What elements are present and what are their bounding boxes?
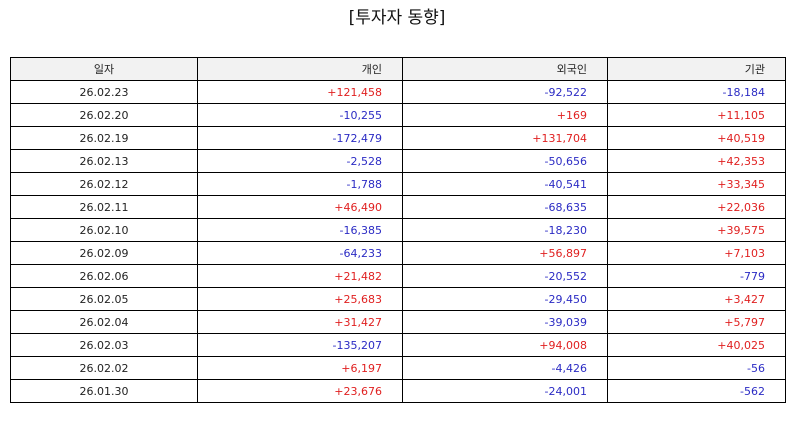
cell-date: 26.01.30 — [10, 379, 198, 403]
cell-foreign: +56,897 — [402, 241, 608, 265]
cell-foreign: +169 — [402, 103, 608, 127]
page-title: [투자자 동향] — [348, 8, 446, 28]
cell-institution: +5,797 — [607, 310, 786, 334]
cell-individual: +23,676 — [197, 379, 403, 403]
cell-institution: +22,036 — [607, 195, 786, 219]
cell-individual: +121,458 — [197, 80, 403, 104]
cell-date: 26.02.12 — [10, 172, 198, 196]
table-row: 26.02.09 -64,233 +56,897 +7,103 — [10, 241, 786, 265]
cell-individual: +21,482 — [197, 264, 403, 288]
cell-date: 26.02.04 — [10, 310, 198, 334]
cell-foreign: -4,426 — [402, 356, 608, 380]
cell-foreign: -39,039 — [402, 310, 608, 334]
table-row: 26.02.02 +6,197 -4,426 -56 — [10, 356, 786, 380]
cell-individual: -16,385 — [197, 218, 403, 242]
cell-institution: +3,427 — [607, 287, 786, 311]
cell-institution: -56 — [607, 356, 786, 380]
cell-individual: -1,788 — [197, 172, 403, 196]
column-header-foreign: 외국인 — [402, 57, 608, 81]
cell-individual: -135,207 — [197, 333, 403, 357]
table-header-row: 일자 개인 외국인 기관 — [10, 57, 786, 81]
column-header-date: 일자 — [10, 57, 198, 81]
cell-institution: +33,345 — [607, 172, 786, 196]
table-row: 26.02.05 +25,683 -29,450 +3,427 — [10, 287, 786, 311]
cell-foreign: -40,541 — [402, 172, 608, 196]
investor-trend-table: 일자 개인 외국인 기관 26.02.23 +121,458 -92,522 -18,… — [10, 57, 786, 403]
table-row: 26.01.30 +23,676 -24,001 -562 — [10, 379, 786, 403]
cell-institution: +39,575 — [607, 218, 786, 242]
cell-date: 26.02.10 — [10, 218, 198, 242]
column-header-individual: 개인 — [197, 57, 403, 81]
cell-date: 26.02.02 — [10, 356, 198, 380]
table-row: 26.02.11 +46,490 -68,635 +22,036 — [10, 195, 786, 219]
cell-individual: -2,528 — [197, 149, 403, 173]
cell-date: 26.02.03 — [10, 333, 198, 357]
cell-date: 26.02.11 — [10, 195, 198, 219]
table-row: 26.02.23 +121,458 -92,522 -18,184 — [10, 80, 786, 104]
table-row: 26.02.12 -1,788 -40,541 +33,345 — [10, 172, 786, 196]
cell-individual: -64,233 — [197, 241, 403, 265]
cell-foreign: -29,450 — [402, 287, 608, 311]
cell-date: 26.02.20 — [10, 103, 198, 127]
cell-date: 26.02.06 — [10, 264, 198, 288]
cell-institution: +42,353 — [607, 149, 786, 173]
cell-date: 26.02.13 — [10, 149, 198, 173]
cell-individual: +25,683 — [197, 287, 403, 311]
table-row: 26.02.20 -10,255 +169 +11,105 — [10, 103, 786, 127]
cell-institution: +40,519 — [607, 126, 786, 150]
cell-date: 26.02.19 — [10, 126, 198, 150]
cell-individual: -172,479 — [197, 126, 403, 150]
cell-institution: +7,103 — [607, 241, 786, 265]
cell-institution: -18,184 — [607, 80, 786, 104]
cell-individual: +31,427 — [197, 310, 403, 334]
cell-individual: +6,197 — [197, 356, 403, 380]
table-row: 26.02.03 -135,207 +94,008 +40,025 — [10, 333, 786, 357]
cell-foreign: -20,552 — [402, 264, 608, 288]
cell-institution: -779 — [607, 264, 786, 288]
cell-institution: -562 — [607, 379, 786, 403]
cell-foreign: -50,656 — [402, 149, 608, 173]
cell-foreign: +131,704 — [402, 126, 608, 150]
cell-date: 26.02.05 — [10, 287, 198, 311]
cell-individual: +46,490 — [197, 195, 403, 219]
cell-institution: +40,025 — [607, 333, 786, 357]
table-row: 26.02.06 +21,482 -20,552 -779 — [10, 264, 786, 288]
table-body: 26.02.23 +121,458 -92,522 -18,184 26.02.20 -1… — [10, 80, 786, 403]
cell-date: 26.02.09 — [10, 241, 198, 265]
table-row: 26.02.10 -16,385 -18,230 +39,575 — [10, 218, 786, 242]
cell-foreign: -68,635 — [402, 195, 608, 219]
cell-institution: +11,105 — [607, 103, 786, 127]
cell-date: 26.02.23 — [10, 80, 198, 104]
cell-foreign: -24,001 — [402, 379, 608, 403]
table-row: 26.02.13 -2,528 -50,656 +42,353 — [10, 149, 786, 173]
cell-foreign: +94,008 — [402, 333, 608, 357]
cell-foreign: -92,522 — [402, 80, 608, 104]
cell-foreign: -18,230 — [402, 218, 608, 242]
table-row: 26.02.04 +31,427 -39,039 +5,797 — [10, 310, 786, 334]
cell-individual: -10,255 — [197, 103, 403, 127]
table-row: 26.02.19 -172,479 +131,704 +40,519 — [10, 126, 786, 150]
column-header-institution: 기관 — [607, 57, 786, 81]
